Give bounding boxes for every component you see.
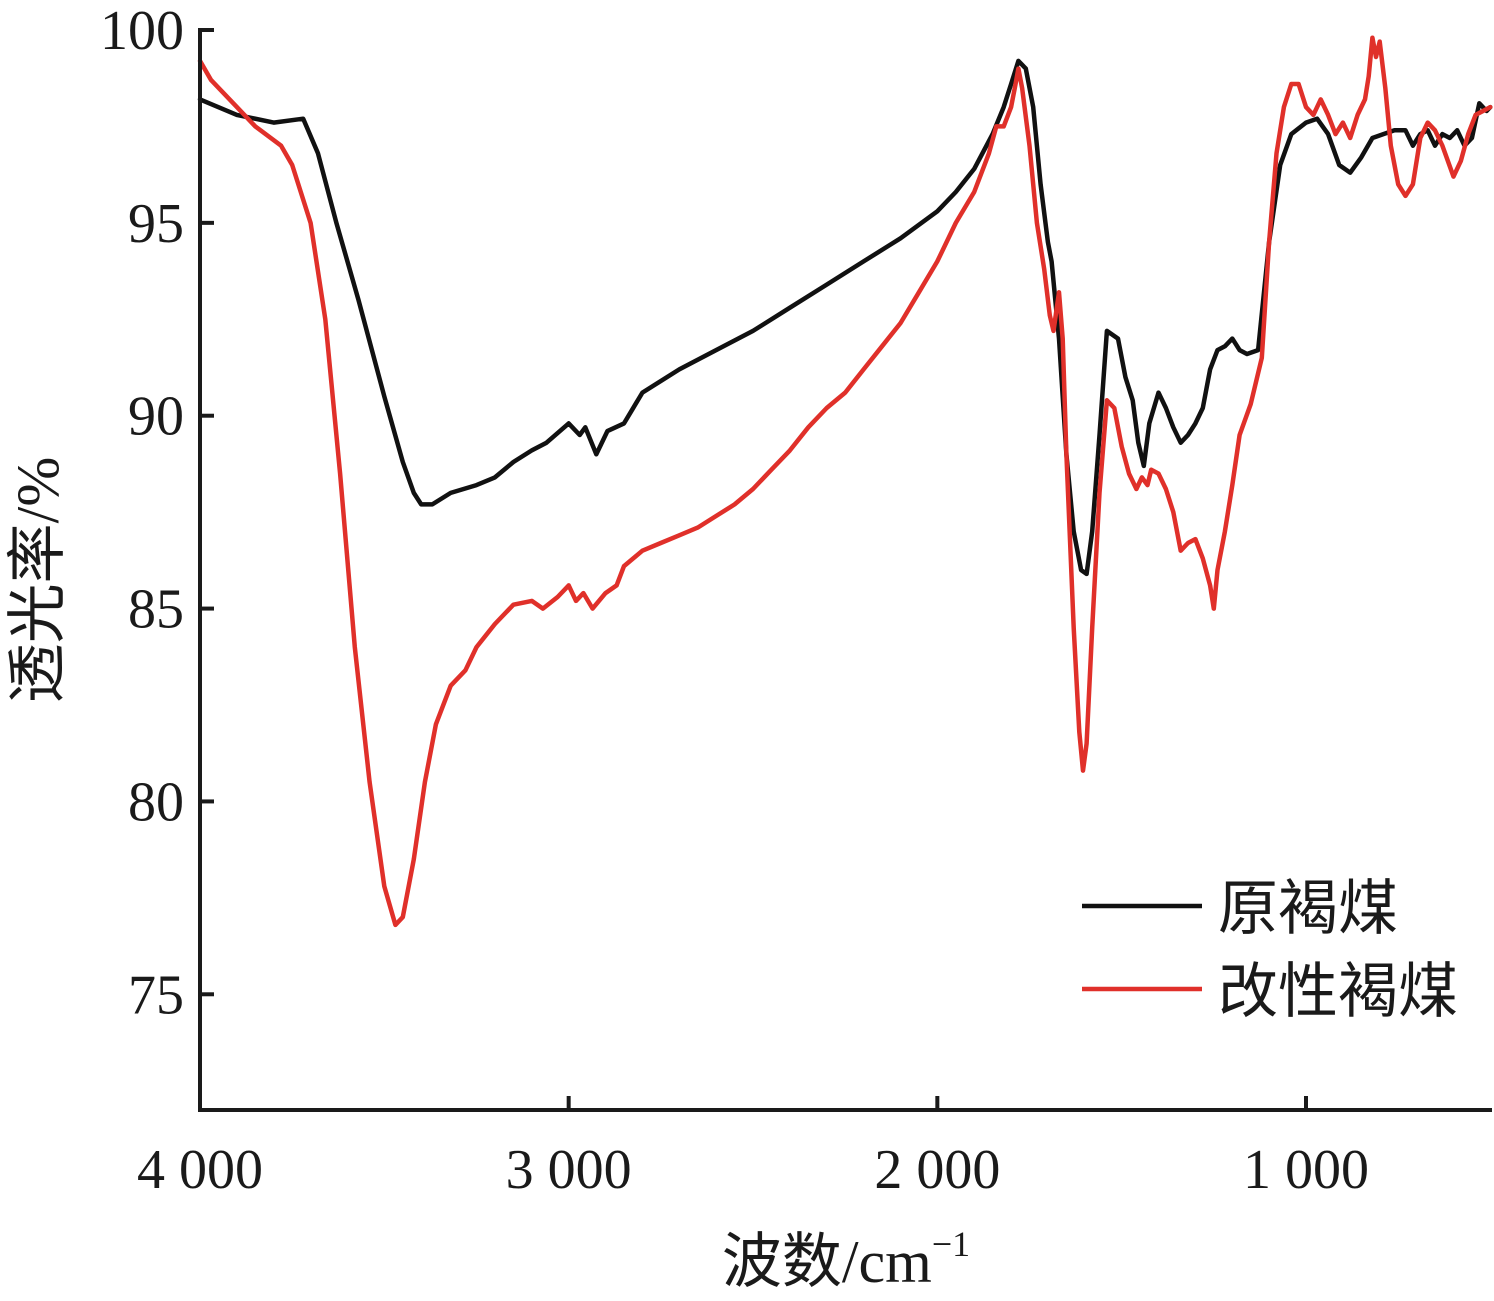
y-tick-label: 100 xyxy=(100,0,184,62)
x-tick-label: 4 000 xyxy=(137,1139,263,1201)
x-axis-label-superscript: −1 xyxy=(932,1224,970,1264)
legend-label-raw-lignite: 原褐煤 xyxy=(1218,876,1398,942)
y-tick-label: 75 xyxy=(128,964,184,1026)
x-axis-label-text: 波数/cm xyxy=(722,1229,932,1295)
y-axis-label: 透光率/% xyxy=(5,457,71,704)
x-tick-label: 2 000 xyxy=(874,1139,1000,1201)
y-tick-label: 85 xyxy=(128,579,184,641)
y-tick-label: 90 xyxy=(128,386,184,448)
y-tick-label: 80 xyxy=(128,771,184,833)
y-ticks: 75 80 85 90 95 100 xyxy=(100,0,214,1026)
series-line-1 xyxy=(197,35,1493,928)
y-tick-label: 95 xyxy=(128,193,184,255)
axis-frame xyxy=(198,28,1492,1112)
legend: 原褐煤 改性褐煤 xyxy=(1082,876,1458,1025)
x-ticks: 4 000 3 000 2 000 1 000 xyxy=(137,1096,1369,1201)
axes-layer xyxy=(198,28,1492,1112)
series-layer xyxy=(197,35,1493,928)
legend-label-modified-lignite: 改性褐煤 xyxy=(1218,959,1458,1025)
x-tick-label: 3 000 xyxy=(506,1139,632,1201)
x-axis-label: 波数/cm−1 xyxy=(722,1224,970,1295)
series-line-0 xyxy=(197,58,1493,577)
x-tick-label: 1 000 xyxy=(1243,1139,1369,1201)
